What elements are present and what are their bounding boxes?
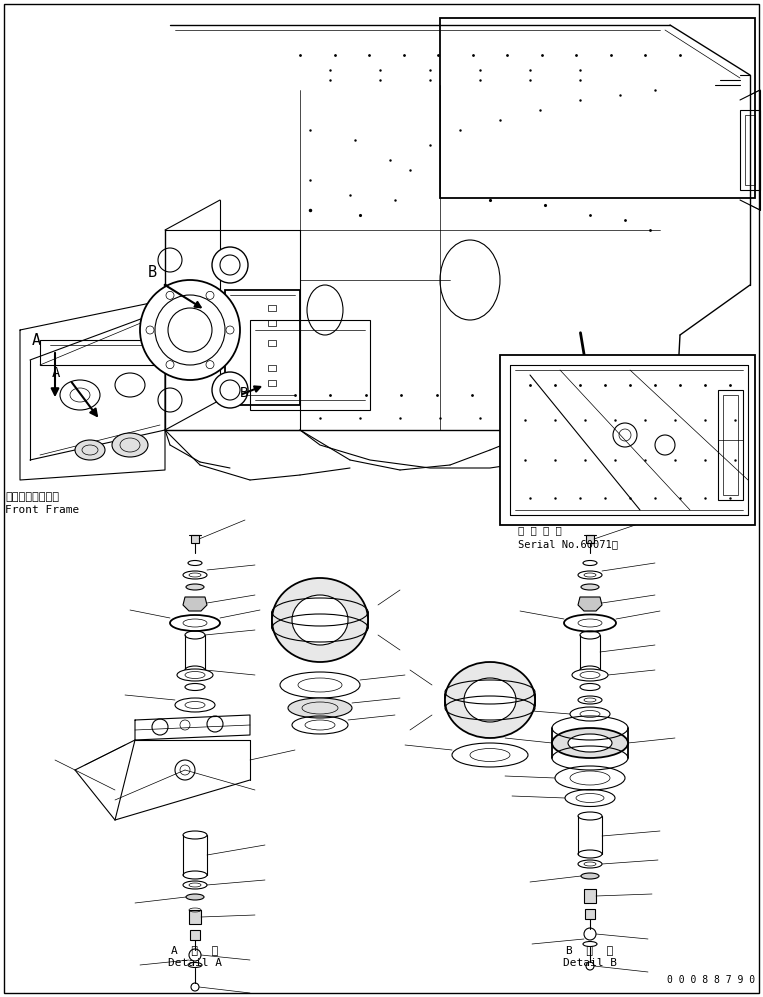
Bar bbox=[40, 340, 160, 365]
Bar bbox=[586, 535, 594, 543]
Ellipse shape bbox=[292, 595, 348, 645]
Text: Detail A: Detail A bbox=[168, 958, 222, 968]
Bar bbox=[268, 320, 276, 326]
Bar bbox=[191, 535, 199, 543]
Bar bbox=[190, 930, 200, 940]
Ellipse shape bbox=[568, 734, 612, 752]
Bar bbox=[268, 380, 276, 386]
Text: B: B bbox=[148, 265, 157, 280]
Bar bbox=[745, 115, 755, 185]
Ellipse shape bbox=[445, 662, 535, 738]
Bar bbox=[225, 290, 300, 405]
Text: 適 用 号 機: 適 用 号 機 bbox=[518, 525, 562, 535]
Bar bbox=[440, 18, 755, 198]
Bar bbox=[500, 355, 755, 525]
Ellipse shape bbox=[75, 440, 105, 460]
Ellipse shape bbox=[564, 614, 616, 631]
Ellipse shape bbox=[272, 578, 368, 662]
Text: フロントフレーム: フロントフレーム bbox=[5, 492, 59, 502]
Ellipse shape bbox=[177, 669, 213, 681]
Text: Detail B: Detail B bbox=[563, 958, 617, 968]
Text: B: B bbox=[240, 386, 249, 400]
Ellipse shape bbox=[581, 873, 599, 879]
Ellipse shape bbox=[581, 584, 599, 590]
Circle shape bbox=[212, 372, 248, 408]
Bar bbox=[268, 365, 276, 371]
Bar bbox=[268, 340, 276, 346]
Circle shape bbox=[212, 247, 248, 283]
Ellipse shape bbox=[288, 698, 352, 718]
Text: B  詳  細: B 詳 細 bbox=[566, 945, 613, 955]
Bar bbox=[189, 910, 201, 924]
Ellipse shape bbox=[112, 433, 148, 457]
Ellipse shape bbox=[186, 584, 204, 590]
Bar bbox=[585, 909, 595, 919]
Bar bbox=[584, 889, 596, 903]
Text: A  詳  細: A 詳 細 bbox=[172, 945, 219, 955]
Text: A: A bbox=[32, 333, 41, 348]
Bar bbox=[250, 320, 370, 410]
Text: Front Frame: Front Frame bbox=[5, 505, 79, 515]
Polygon shape bbox=[183, 597, 207, 611]
Text: A: A bbox=[52, 366, 60, 380]
Bar bbox=[723, 395, 738, 495]
Ellipse shape bbox=[464, 678, 516, 722]
Text: Serial No.60071～: Serial No.60071～ bbox=[518, 539, 618, 549]
Bar bbox=[740, 110, 760, 190]
Ellipse shape bbox=[186, 894, 204, 900]
Ellipse shape bbox=[552, 728, 628, 758]
Text: 0 0 0 8 8 7 9 0: 0 0 0 8 8 7 9 0 bbox=[667, 975, 755, 985]
Circle shape bbox=[140, 280, 240, 380]
Ellipse shape bbox=[572, 669, 608, 681]
Bar bbox=[268, 305, 276, 311]
Bar bbox=[718, 390, 743, 500]
Ellipse shape bbox=[170, 615, 220, 631]
Polygon shape bbox=[578, 597, 602, 611]
